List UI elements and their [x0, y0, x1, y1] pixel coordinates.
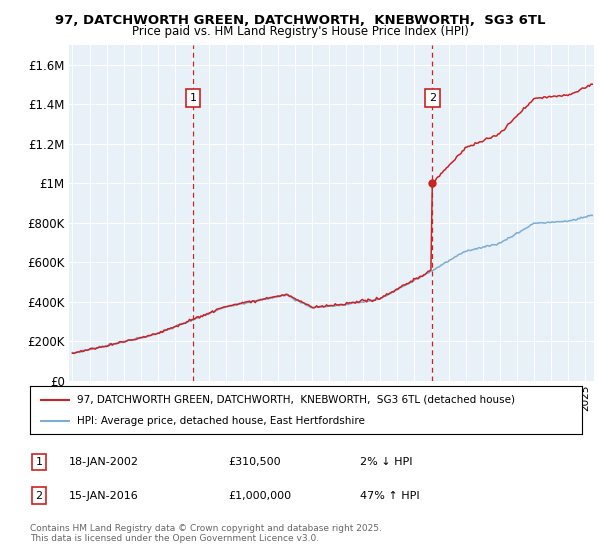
Text: 2: 2: [429, 93, 436, 103]
Text: 1: 1: [35, 457, 43, 467]
Text: Price paid vs. HM Land Registry's House Price Index (HPI): Price paid vs. HM Land Registry's House …: [131, 25, 469, 38]
Text: 18-JAN-2002: 18-JAN-2002: [69, 457, 139, 467]
Text: £310,500: £310,500: [228, 457, 281, 467]
Text: Contains HM Land Registry data © Crown copyright and database right 2025.
This d: Contains HM Land Registry data © Crown c…: [30, 524, 382, 543]
Text: £1,000,000: £1,000,000: [228, 491, 291, 501]
Text: 1: 1: [190, 93, 196, 103]
Text: 47% ↑ HPI: 47% ↑ HPI: [360, 491, 419, 501]
Text: 15-JAN-2016: 15-JAN-2016: [69, 491, 139, 501]
Text: 97, DATCHWORTH GREEN, DATCHWORTH,  KNEBWORTH,  SG3 6TL: 97, DATCHWORTH GREEN, DATCHWORTH, KNEBWO…: [55, 14, 545, 27]
Text: 2: 2: [35, 491, 43, 501]
Text: HPI: Average price, detached house, East Hertfordshire: HPI: Average price, detached house, East…: [77, 416, 365, 426]
Text: 97, DATCHWORTH GREEN, DATCHWORTH,  KNEBWORTH,  SG3 6TL (detached house): 97, DATCHWORTH GREEN, DATCHWORTH, KNEBWO…: [77, 395, 515, 405]
Text: 2% ↓ HPI: 2% ↓ HPI: [360, 457, 413, 467]
